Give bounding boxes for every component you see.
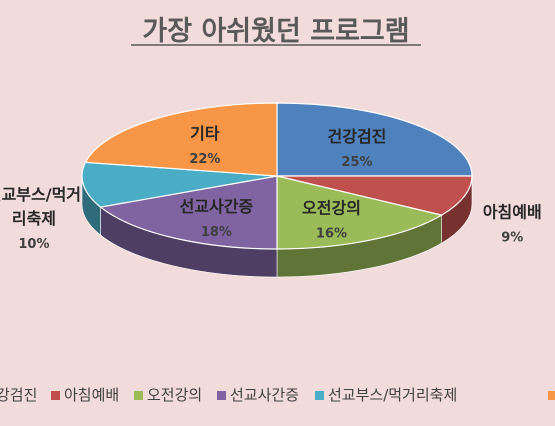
chart-title: 가장 아쉬웠던 프로그램 — [142, 16, 409, 47]
legend-swatch-3 — [217, 391, 226, 400]
pie-top — [81, 102, 473, 250]
legend-label-2: 오전강의 — [147, 386, 202, 404]
slice-percent-0: 25% — [341, 155, 372, 170]
legend-swatch-5 — [548, 391, 555, 400]
slice-label-4: 선교부스/먹거 — [0, 185, 81, 204]
legend-label-0: 강검진 — [0, 386, 37, 404]
legend-label-1: 아침예배 — [64, 386, 119, 404]
pie-slice-2 — [276, 175, 444, 250]
pie-slice-1 — [276, 175, 473, 216]
pie-slice-3 — [99, 175, 278, 250]
slice-label-1: 아침예배 — [483, 203, 542, 222]
pie-slice-0 — [276, 102, 473, 177]
slice-percent-1: 9% — [501, 231, 523, 246]
legend-label-4: 선교부스/먹거리축제 — [328, 386, 457, 404]
legend-swatch-2 — [134, 391, 143, 400]
slice-percent-2: 16% — [316, 227, 347, 242]
legend-label-3: 선교사간증 — [230, 386, 299, 404]
pie-slice-5 — [84, 102, 278, 177]
slice-percent-4: 10% — [18, 237, 49, 252]
legend-swatch-1 — [51, 391, 60, 400]
slice-label-2: 오전강의 — [302, 199, 361, 218]
pie-labels: 건강검진 25% 아침예배 9% 오전강의 16% 선교사간증 18% 선교부스/먹거리축제 10… — [0, 124, 542, 252]
chart-title-group: 가장 아쉬웠던 프로그램 — [131, 16, 421, 47]
slice-label-3: 선교사간증 — [180, 197, 254, 216]
slice-label-5: 기타 — [190, 124, 220, 143]
slice-label-4-line2: 리축제 — [12, 209, 56, 228]
legend-swatch-4 — [315, 391, 324, 400]
slice-percent-3: 18% — [201, 225, 232, 240]
slice-label-0: 건강검진 — [328, 127, 387, 146]
legend: 강검진 아침예배 오전강의 선교사간증 선교부스/먹거리축제 — [0, 386, 555, 404]
slice-percent-5: 22% — [189, 152, 220, 167]
pie-slice-4 — [81, 161, 278, 208]
